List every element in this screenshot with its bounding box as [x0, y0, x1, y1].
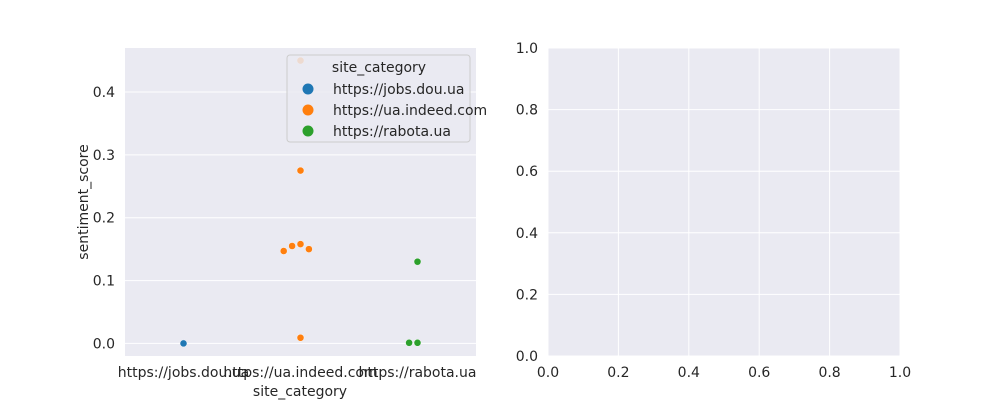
legend-entry-label: https://rabota.ua — [333, 124, 451, 140]
right-x-tick-label: 0.8 — [818, 365, 840, 381]
legend-marker — [302, 104, 314, 116]
right-gridlines — [547, 47, 901, 357]
right-y-tick-labels: 0.0 0.2 0.4 0.6 0.8 1.0 — [516, 41, 538, 365]
data-point — [288, 242, 296, 250]
right-chart: 0.0 0.2 0.4 0.6 0.8 1.0 0.0 0.2 0.4 0.6 0.8 1.0 — [516, 41, 911, 381]
data-point — [179, 339, 188, 348]
data-point — [413, 339, 422, 347]
right-x-tick-labels: 0.0 0.2 0.4 0.6 0.8 1.0 — [537, 365, 911, 381]
left-y-tick-label: 0.1 — [93, 274, 115, 290]
legend-entry-label: https://jobs.dou.ua — [333, 82, 465, 98]
legend-entries: https://jobs.dou.ua https://ua.indeed.com… — [302, 82, 487, 140]
left-y-tick-labels: 0.0 0.1 0.2 0.3 0.4 — [93, 85, 115, 352]
left-x-axis-label: site_category — [253, 384, 347, 400]
left-chart: 0.00.10.20.30.4 https://jobs.dou.uahttps… — [76, 48, 487, 400]
data-point — [280, 247, 288, 255]
left-x-tick-label: https://jobs.dou.ua — [118, 365, 250, 381]
data-point — [413, 258, 422, 266]
left-y-tick-label: 0.2 — [93, 211, 115, 227]
data-point — [296, 240, 305, 248]
right-y-tick-label: 0.8 — [516, 103, 538, 119]
right-y-tick-label: 0.6 — [516, 164, 538, 180]
right-plot-area — [548, 48, 900, 356]
right-x-tick-label: 0.4 — [678, 365, 700, 381]
right-x-tick-label: 0.2 — [607, 365, 629, 381]
left-y-tick-label: 0.0 — [93, 336, 115, 352]
legend-marker — [302, 83, 314, 95]
data-point — [296, 334, 305, 342]
left-y-tick-label: 0.4 — [93, 85, 115, 101]
right-y-tick-label: 0.0 — [516, 349, 538, 365]
right-x-tick-label: 0.0 — [537, 365, 559, 381]
right-y-tick-label: 0.2 — [516, 287, 538, 303]
left-x-tick-label: https://ua.indeed.com — [223, 365, 377, 381]
legend-box — [286, 54, 471, 143]
data-point — [405, 339, 413, 347]
left-x-tick-labels: https://jobs.dou.uahttps://ua.indeed.com… — [118, 365, 477, 381]
legend: site_category https://jobs.dou.uahttps:/… — [286, 54, 487, 143]
legend-title: site_category — [332, 60, 426, 76]
left-x-tick-label: https://rabota.ua — [359, 365, 477, 381]
data-point — [305, 245, 313, 253]
right-x-tick-label: 0.6 — [748, 365, 770, 381]
left-y-tick-label: 0.3 — [93, 148, 115, 164]
right-x-tick-label: 1.0 — [889, 365, 911, 381]
left-y-axis-label: sentiment_score — [76, 144, 92, 259]
legend-entry-label: https://ua.indeed.com — [333, 103, 487, 119]
legend-marker — [302, 125, 314, 137]
right-y-tick-label: 0.4 — [516, 226, 538, 242]
right-y-tick-label: 1.0 — [516, 41, 538, 57]
data-point — [296, 166, 305, 175]
